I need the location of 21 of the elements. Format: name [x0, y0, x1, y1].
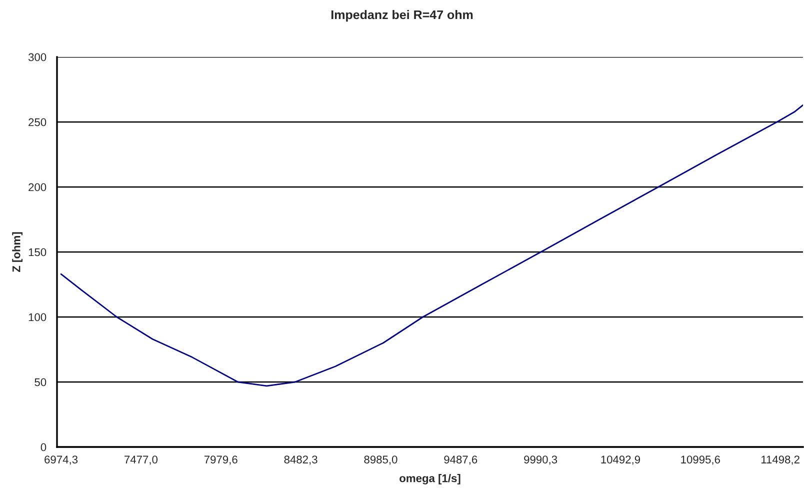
y-tick-label: 0 [40, 443, 46, 452]
y-tick-label: 150 [28, 248, 46, 256]
y-tick-label: 200 [28, 183, 46, 192]
y-axis-title: Z [ohm] [12, 232, 22, 272]
x-tick-label: 7477,0 [124, 456, 158, 465]
x-tick-label: 9990,3 [524, 456, 558, 465]
x-tick-label: 8482,3 [284, 456, 318, 465]
x-tick-label: 6974,3 [44, 456, 78, 465]
y-tick-label: 100 [28, 313, 46, 322]
y-tick-label: 250 [28, 118, 46, 126]
x-tick-label: 10492,9 [601, 456, 640, 465]
chart-title: Impedanz bei R=47 ohm [331, 10, 473, 22]
x-tick-label: 8985,0 [364, 456, 398, 465]
y-tick-label: 50 [34, 378, 46, 386]
x-tick-label: 9487,6 [444, 456, 478, 465]
line-series [60, 104, 803, 387]
x-tick-label: 11498,2 [761, 456, 800, 465]
x-tick-label: 10995,6 [681, 456, 720, 465]
x-axis-title: omega [1/s] [400, 474, 460, 484]
y-tick-label: 300 [28, 53, 46, 62]
x-tick-label: 7979,6 [204, 456, 238, 465]
